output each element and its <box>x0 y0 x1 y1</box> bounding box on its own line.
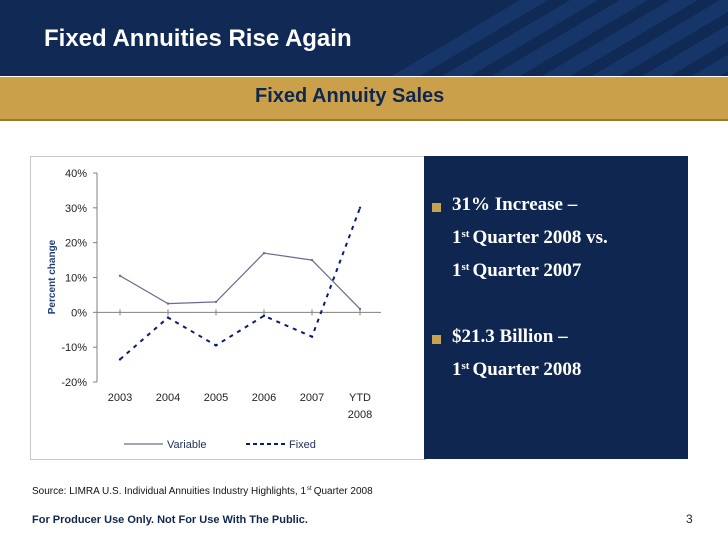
bullet-1-line-1: 31% Increase – <box>452 194 577 216</box>
source-sup: st <box>307 486 312 492</box>
bullet-marker <box>432 203 441 212</box>
data-point-fixed <box>358 206 362 209</box>
x-tick-label: 2004 <box>156 392 180 404</box>
footer-disclaimer: For Producer Use Only. Not For Use With … <box>32 514 308 526</box>
y-axis-title: Percent change <box>47 239 58 314</box>
y-tick-label: 30% <box>65 203 87 215</box>
series-line-variable <box>119 252 361 310</box>
bullet-2-line-1: $21.3 Billion – <box>452 326 568 348</box>
page-number: 3 <box>686 512 693 526</box>
header-bar: Fixed Annuities Rise Again <box>0 0 728 76</box>
legend-label-variable: Variable <box>167 439 207 451</box>
y-tick-label: -20% <box>61 377 87 389</box>
data-point-variable <box>358 307 362 311</box>
data-point-fixed <box>166 316 170 319</box>
line-chart: 40% 30% 20% 10% 0% -10% -20% 2003 2004 2005 2006 20… <box>47 168 381 451</box>
series-line-fixed <box>119 207 361 361</box>
bullet-2-line-2: 1st Quarter 2008 <box>452 359 581 381</box>
source-suffix: Quarter 2008 <box>313 486 373 497</box>
data-point-fixed <box>118 358 122 361</box>
data-point-variable <box>118 274 122 277</box>
source-prefix: Source: LIMRA U.S. Individual Annuities … <box>32 486 307 497</box>
legend-label-fixed: Fixed <box>289 439 316 451</box>
data-point-variable <box>310 258 314 262</box>
y-tick-label: 0% <box>71 307 87 319</box>
data-point-variable <box>262 251 266 255</box>
y-tick-label: 10% <box>65 273 87 285</box>
bullet-2-line-2-num: 1 <box>452 359 462 380</box>
data-point-fixed <box>310 335 314 338</box>
x-tick-label: 2008 <box>348 409 372 421</box>
x-tick-label: YTD <box>349 392 371 404</box>
y-tick-label: -10% <box>61 342 87 354</box>
bullet-1-line-3-num: 1 <box>452 260 462 281</box>
bullet-1-line-2-text: Quarter 2008 vs. <box>472 227 608 248</box>
header-stripes-decoration <box>392 0 728 76</box>
bullet-1-line-3-sup: st <box>461 261 470 273</box>
bullet-1-line-3-text: Quarter 2007 <box>472 260 582 281</box>
section-bar: Fixed Annuity Sales <box>0 77 728 121</box>
y-tick-label: 20% <box>65 238 87 250</box>
data-point-variable <box>166 302 170 305</box>
x-tick-label: 2006 <box>252 392 276 404</box>
bullet-2-line-2-sup: st <box>461 360 470 372</box>
bullet-2-line-2-text: Quarter 2008 <box>472 359 582 380</box>
bullet-2-line-1-text: $21.3 Billion – <box>452 326 568 347</box>
source-note: Source: LIMRA U.S. Individual Annuities … <box>32 486 373 497</box>
data-point-fixed <box>262 314 266 317</box>
x-tick-label: 2007 <box>300 392 324 404</box>
bullet-1-line-1-text: 31% Increase – <box>452 194 578 215</box>
data-point-fixed <box>214 344 218 347</box>
chart-container: 40% 30% 20% 10% 0% -10% -20% 2003 2004 2005 2006 20… <box>30 156 426 460</box>
bullet-marker <box>432 335 441 344</box>
bullet-1-line-2-sup: st <box>461 228 470 240</box>
y-tick-label: 40% <box>65 168 87 180</box>
data-point-variable <box>214 300 218 304</box>
highlights-panel: 31% Increase – 1st Quarter 2008 vs. 1st Qu… <box>424 156 688 459</box>
x-tick-label: 2005 <box>204 392 228 404</box>
x-tick-label: 2003 <box>108 392 132 404</box>
bullet-1-line-2: 1st Quarter 2008 vs. <box>452 227 608 249</box>
bullet-1-line-3: 1st Quarter 2007 <box>452 260 581 282</box>
bullet-1-line-2-num: 1 <box>452 227 462 248</box>
section-title: Fixed Annuity Sales <box>255 85 445 107</box>
page-title: Fixed Annuities Rise Again <box>44 25 352 52</box>
